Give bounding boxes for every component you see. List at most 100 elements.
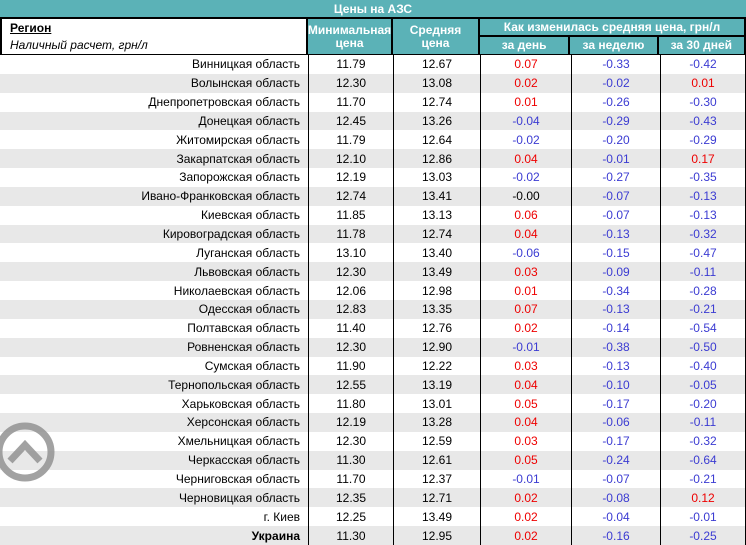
avg-price-cell: 13.26: [393, 111, 480, 131]
change-week-cell: -0.27: [571, 168, 660, 187]
min-price-cell: 11.70: [308, 469, 393, 489]
table-row: Закарпатская область 12.10 12.86 0.04 -0…: [0, 149, 746, 169]
min-price-cell: 12.83: [308, 299, 393, 319]
min-price-cell: 11.79: [308, 55, 393, 74]
change-week-cell: -0.26: [571, 92, 660, 112]
change-month-cell: 0.12: [660, 488, 746, 508]
change-week-cell: -0.14: [571, 318, 660, 338]
avg-price-cell: 13.41: [393, 186, 480, 206]
chevron-up-circle-icon: [0, 422, 55, 482]
change-month-cell: -0.40: [660, 356, 746, 376]
table-row: Днепропетровская область 11.70 12.74 0.0…: [0, 92, 746, 112]
change-week-cell: -0.07: [571, 469, 660, 489]
avg-price-cell: 12.74: [393, 224, 480, 244]
min-price-cell: 12.30: [308, 73, 393, 93]
region-cell: Черниговская область: [175, 471, 300, 486]
region-cell: Ивано-Франковская область: [141, 189, 300, 204]
avg-price-cell: 13.01: [393, 394, 480, 414]
min-price-cell: 12.19: [308, 168, 393, 187]
avg-price-cell: 12.67: [393, 55, 480, 74]
change-day-cell: -0.04: [480, 111, 571, 131]
panel-title-text: Цены на АЗС: [333, 1, 413, 16]
change-week-cell: -0.13: [571, 224, 660, 244]
avg-price-cell: 12.95: [393, 526, 480, 545]
panel-title: Цены на АЗС: [0, 0, 746, 17]
change-month-cell: -0.43: [660, 111, 746, 131]
change-week-cell: -0.13: [571, 356, 660, 376]
min-price-cell: 12.55: [308, 375, 393, 395]
region-cell: Херсонская область: [186, 415, 300, 430]
change-day-cell: 0.04: [480, 224, 571, 244]
table-row: Херсонская область 12.19 13.28 0.04 -0.0…: [0, 413, 746, 432]
region-cell: Тернопольская область: [168, 377, 300, 392]
region-cell: Полтавская область: [187, 321, 300, 336]
min-price-cell: 13.10: [308, 243, 393, 263]
change-week-cell: -0.20: [571, 130, 660, 150]
table-row: Украина 11.30 12.95 0.02 -0.16 -0.25: [0, 526, 746, 545]
change-month-cell: -0.05: [660, 375, 746, 395]
change-day-cell: 0.04: [480, 375, 571, 395]
change-day-cell: -0.00: [480, 186, 571, 206]
change-month-cell: -0.42: [660, 55, 746, 74]
avg-price-cell: 12.98: [393, 281, 480, 300]
change-day-cell: 0.04: [480, 413, 571, 432]
change-week-cell: -0.16: [571, 526, 660, 545]
min-price-cell: 11.30: [308, 450, 393, 470]
table-row: Черниговская область 11.70 12.37 -0.01 -…: [0, 469, 746, 489]
change-day-cell: 0.01: [480, 92, 571, 112]
table-row: Киевская область 11.85 13.13 0.06 -0.07 …: [0, 205, 746, 225]
change-month-cell: -0.20: [660, 394, 746, 414]
table-row: Винницкая область 11.79 12.67 0.07 -0.33…: [0, 55, 746, 74]
region-cell: Киевская область: [200, 208, 300, 223]
table-row: Одесская область 12.83 13.35 0.07 -0.13 …: [0, 299, 746, 319]
region-cell: Житомирская область: [176, 132, 300, 147]
change-month-cell: -0.13: [660, 205, 746, 225]
min-price-header: Минимальная цена: [308, 19, 393, 54]
change-day-cell: -0.02: [480, 168, 571, 187]
change-week-cell: -0.06: [571, 413, 660, 432]
avg-price-cell: 12.74: [393, 92, 480, 112]
min-price-cell: 12.10: [308, 149, 393, 169]
change-day-cell: 0.05: [480, 450, 571, 470]
region-cell: Кировоградская область: [162, 227, 300, 242]
region-cell: Львовская область: [194, 264, 300, 279]
scroll-to-top-button[interactable]: [0, 420, 59, 486]
change-week-header: за неделю: [570, 37, 659, 54]
change-month-cell: -0.54: [660, 318, 746, 338]
change-month-cell: -0.29: [660, 130, 746, 150]
avg-price-cell: 12.61: [393, 450, 480, 470]
min-price-cell: 12.06: [308, 281, 393, 300]
change-month-cell: -0.32: [660, 224, 746, 244]
change-month-cell: -0.25: [660, 526, 746, 545]
avg-price-cell: 12.59: [393, 431, 480, 451]
table-row: Кировоградская область 11.78 12.74 0.04 …: [0, 224, 746, 244]
change-week-cell: -0.09: [571, 262, 660, 282]
change-day-cell: 0.02: [480, 318, 571, 338]
avg-price-cell: 12.22: [393, 356, 480, 376]
region-cell: Харьковская область: [181, 396, 300, 411]
avg-price-cell: 13.35: [393, 299, 480, 319]
change-month-cell: -0.11: [660, 262, 746, 282]
change-month-cell: -0.13: [660, 186, 746, 206]
region-header-cell: Регион Наличный расчет, грн/л: [0, 19, 308, 54]
change-month-cell: -0.32: [660, 431, 746, 451]
table-row: Луганская область 13.10 13.40 -0.06 -0.1…: [0, 243, 746, 263]
avg-price-cell: 13.40: [393, 243, 480, 263]
change-month-cell: -0.47: [660, 243, 746, 263]
min-price-cell: 11.79: [308, 130, 393, 150]
region-header-label: Регион: [10, 21, 52, 35]
region-cell: Закарпатская область: [176, 151, 300, 166]
min-price-cell: 11.90: [308, 356, 393, 376]
change-day-cell: 0.07: [480, 55, 571, 74]
change-week-cell: -0.38: [571, 337, 660, 357]
change-day-cell: 0.01: [480, 281, 571, 300]
table-row: Донецкая область 12.45 13.26 -0.04 -0.29…: [0, 111, 746, 131]
change-day-cell: 0.02: [480, 507, 571, 527]
table-row: Сумская область 11.90 12.22 0.03 -0.13 -…: [0, 356, 746, 376]
avg-price-cell: 13.19: [393, 375, 480, 395]
change-day-cell: -0.01: [480, 469, 571, 489]
change-month-cell: -0.64: [660, 450, 746, 470]
region-cell: Сумская область: [204, 358, 300, 373]
table-row: Полтавская область 11.40 12.76 0.02 -0.1…: [0, 318, 746, 338]
